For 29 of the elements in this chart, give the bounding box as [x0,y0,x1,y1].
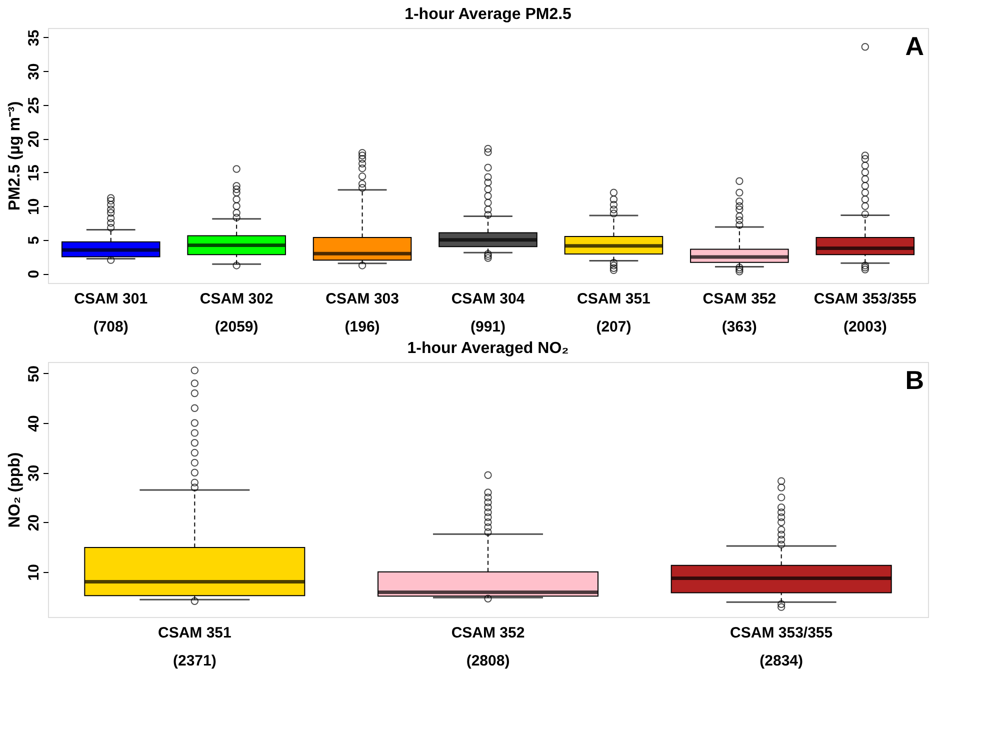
x-tick-label: CSAM 302 (2059) [200,290,274,336]
y-tick-label: 15 [26,164,42,182]
annotation: A [905,31,924,61]
x-tick-label: CSAM 352 (363) [702,290,776,336]
x-tick-label: CSAM 352 (2808) [451,624,525,670]
x-tick-label: CSAM 351 (207) [577,290,650,336]
y-tick-label: 50 [26,366,42,382]
chart-title: 1-hour Averaged NO₂ [407,340,569,357]
y-tick-label: 35 [26,30,42,46]
x-tick-label: CSAM 353/355 (2003) [814,290,916,336]
y-axis-title: NO₂ (ppb) [6,452,24,528]
chart-title: 1-hour Average PM2.5 [404,6,572,23]
y-tick-label: 40 [26,415,42,432]
y-tick-label: 20 [26,514,42,532]
x-tick-label: CSAM 351 (2371) [158,624,232,670]
y-tick-label: 30 [26,464,42,482]
y-tick-label: 10 [26,198,42,215]
x-tick-label: CSAM 303 (196) [326,290,399,336]
x-tick-label: CSAM 353/355 (2834) [730,624,833,670]
y-tick-label: 25 [26,97,42,114]
y-tick-label: 0 [26,270,42,278]
annotation: B [905,365,924,395]
y-axis-title: PM2.5 (µg m⁻³) [6,101,24,211]
x-tick-label: CSAM 301 (708) [74,290,148,336]
y-tick-label: 30 [26,63,42,80]
x-tick-label: CSAM 304 (991) [451,290,526,336]
y-tick-label: 10 [26,564,42,581]
y-tick-label: 20 [26,130,42,148]
y-tick-label: 5 [26,236,42,244]
